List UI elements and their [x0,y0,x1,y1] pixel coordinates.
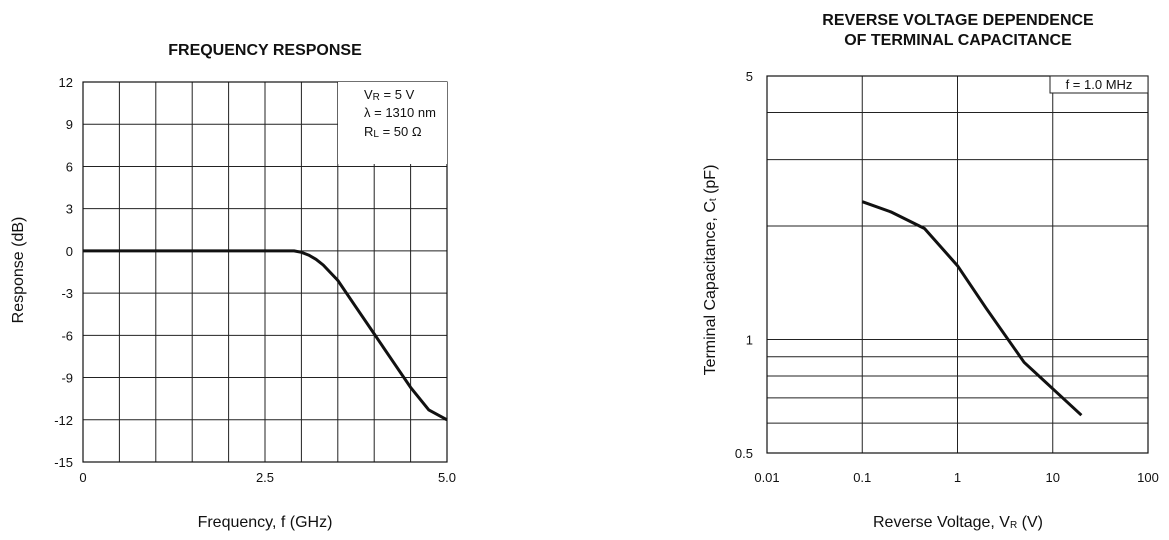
chart2-x-tick-label: 0.01 [754,470,779,485]
chart2-y-tick-label: 0.5 [735,446,753,461]
chart2-x-tick-label: 0.1 [853,470,871,485]
chart1-annotation-wavelength: λ = 1310 nm [364,105,436,120]
chart2-y-tick-label: 5 [746,69,753,84]
chart2-title-line1: REVERSE VOLTAGE DEPENDENCE [822,12,1094,29]
chart1-y-tick-label: -15 [54,455,73,470]
chart1-y-axis-label: Response (dB) [10,217,27,324]
chart1-y-tick-label: -3 [61,286,73,301]
chart1-y-tick-label: 6 [66,159,73,174]
chart1-plot-frame [82,81,448,463]
chart1-series-line [83,249,448,422]
chart1-x-tick-label: 5.0 [438,470,456,485]
chart1-y-tick-label: -12 [54,413,73,428]
chart1-x-tick-label: 0 [79,470,86,485]
chart2-y-tick-label: 1 [746,333,753,348]
chart1-y-tick-label: -9 [61,371,73,386]
chart2-series-line [861,200,1083,417]
chart2-annotation-frequency: f = 1.0 MHz [1066,77,1133,92]
frequency-response-chart: FREQUENCY RESPONSE 12 9 6 3 0 -3 -6 -9 -12 -15 0 2… [10,42,456,531]
chart2-title-line2: OF TERMINAL CAPACITANCE [844,32,1072,49]
chart1-y-tick-label: 3 [66,202,73,217]
chart2-plot-frame [766,75,1149,454]
chart1-y-tick-label: 12 [59,75,73,90]
chart2-x-axis-label: Reverse Voltage, VR (V) [873,514,1043,531]
chart1-y-tick-labels: 12 9 6 3 0 -3 -6 -9 -12 -15 [54,75,73,470]
chart1-y-tick-label: 9 [66,117,73,132]
chart1-annotation-rl: RL = 50 Ω [364,124,422,140]
chart2-x-tick-label: 100 [1137,470,1159,485]
chart1-x-tick-label: 2.5 [256,470,274,485]
chart1-y-tick-label: 0 [66,244,73,259]
chart2-y-axis-label: Terminal Capacitance, Ct (pF) [702,165,719,376]
chart2-y-tick-labels: 510.5 [735,69,753,461]
chart1-x-tick-labels: 0 2.5 5.0 [79,470,456,485]
chart1-y-tick-label: -6 [61,328,73,343]
capacitance-chart: REVERSE VOLTAGE DEPENDENCE OF TERMINAL C… [702,12,1159,531]
chart2-x-tick-labels: 0.01 0.1 1 10 100 [754,470,1159,485]
chart2-x-tick-label: 10 [1046,470,1060,485]
chart2-x-tick-label: 1 [954,470,961,485]
chart1-x-axis-label: Frequency, f (GHz) [198,514,333,531]
chart1-annotation-background [338,82,447,164]
chart2-annotation-box: f = 1.0 MHz [1049,75,1149,94]
chart1-annotation-box: VR = 5 V λ = 1310 nm RL = 50 Ω [338,82,447,164]
chart1-title: FREQUENCY RESPONSE [168,42,362,59]
chart1-annotation-vr: VR = 5 V [364,87,415,103]
chart2-annotation-frame [1049,75,1149,94]
